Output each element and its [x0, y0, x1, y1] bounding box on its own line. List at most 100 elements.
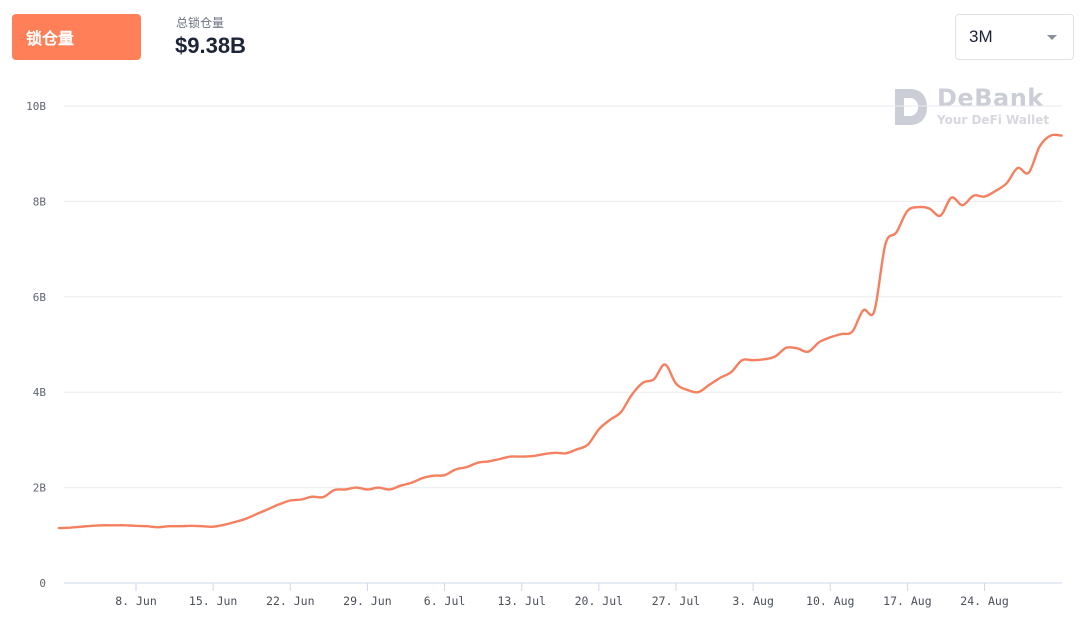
data-point [829, 336, 831, 338]
y-tick-label: 10B [26, 100, 46, 113]
data-point [851, 330, 853, 332]
data-point [994, 190, 996, 192]
data-point [333, 489, 335, 491]
data-point [58, 527, 60, 529]
data-point [565, 452, 567, 454]
x-tick-label: 24. Aug [960, 594, 1008, 608]
data-point [179, 525, 181, 527]
data-point [653, 378, 655, 380]
data-point [410, 482, 412, 484]
x-tick-label: 13. Jul [497, 594, 545, 608]
data-point [124, 524, 126, 526]
data-point [741, 359, 743, 361]
data-point [465, 466, 467, 468]
data-point [763, 358, 765, 360]
data-point [774, 355, 776, 357]
data-point [950, 196, 952, 198]
x-tick-label: 8. Jun [115, 594, 157, 608]
data-point [399, 485, 401, 487]
data-point [785, 347, 787, 349]
data-point [256, 513, 258, 515]
data-point [708, 384, 710, 386]
x-tick-label: 6. Jul [424, 594, 466, 608]
data-point [796, 347, 798, 349]
data-point [1038, 145, 1040, 147]
data-point [1005, 182, 1007, 184]
total-tvl-label: 总锁仓量 [176, 16, 225, 30]
data-point [476, 462, 478, 464]
data-point [961, 204, 963, 206]
chart-gridlines [64, 105, 1062, 489]
data-point [146, 525, 148, 527]
data-point [157, 526, 159, 528]
time-range-select[interactable]: 3M [955, 14, 1074, 60]
tvl-tab-label: 锁仓量 [26, 29, 75, 48]
y-tick-label: 4B [33, 386, 47, 399]
data-point [939, 215, 941, 217]
y-tick-label: 0 [39, 577, 46, 590]
data-point [102, 524, 104, 526]
data-point [873, 310, 875, 312]
data-point [510, 455, 512, 457]
data-point [443, 474, 445, 476]
data-point [543, 453, 545, 455]
tvl-tab[interactable]: 锁仓量 [12, 14, 141, 60]
debank-logo-icon [895, 89, 927, 125]
data-point [664, 363, 666, 365]
caret-down-icon [1047, 34, 1057, 40]
data-point [906, 210, 908, 212]
data-point [300, 498, 302, 500]
chart-series [57, 133, 1063, 530]
x-tick-label: 29. Jun [343, 594, 391, 608]
data-point [499, 458, 501, 460]
x-tick-label: 27. Jul [652, 594, 700, 608]
data-point [928, 207, 930, 209]
data-point [983, 195, 985, 197]
data-point [289, 499, 291, 501]
data-point [576, 448, 578, 450]
data-point [532, 455, 534, 457]
data-point [884, 243, 886, 245]
x-tick-label: 10. Aug [806, 594, 854, 608]
data-point [487, 460, 489, 462]
data-point [587, 444, 589, 446]
data-point [212, 526, 214, 528]
data-point [366, 488, 368, 490]
data-point [377, 486, 379, 488]
data-point [267, 508, 269, 510]
data-point [697, 391, 699, 393]
data-point [521, 455, 523, 457]
y-tick-label: 2B [33, 482, 47, 495]
data-point [675, 382, 677, 384]
data-point [1027, 172, 1029, 174]
data-point [223, 524, 225, 526]
data-point [421, 477, 423, 479]
data-point [234, 521, 236, 523]
x-tick-label: 3. Aug [732, 594, 774, 608]
y-axis-labels: 0 2B 4B 6B 8B 10B [26, 100, 46, 590]
x-tick-label: 20. Jul [575, 594, 623, 608]
data-point [322, 496, 324, 498]
data-point [554, 452, 556, 454]
data-point [620, 411, 622, 413]
data-point [598, 428, 600, 430]
data-point [245, 517, 247, 519]
data-point [719, 377, 721, 379]
data-point [113, 524, 115, 526]
data-point [972, 195, 974, 197]
x-tick-label: 22. Jun [266, 594, 314, 608]
data-point [454, 468, 456, 470]
data-point [311, 496, 313, 498]
data-point [190, 525, 192, 527]
data-point [69, 527, 71, 529]
y-tick-label: 6B [33, 291, 47, 304]
data-point [862, 309, 864, 311]
data-point [818, 341, 820, 343]
data-point [807, 351, 809, 353]
data-point [135, 525, 137, 527]
time-range-value: 3M [969, 27, 993, 46]
data-point [730, 371, 732, 373]
data-point [344, 488, 346, 490]
total-tvl-value: $9.38B [175, 33, 246, 58]
